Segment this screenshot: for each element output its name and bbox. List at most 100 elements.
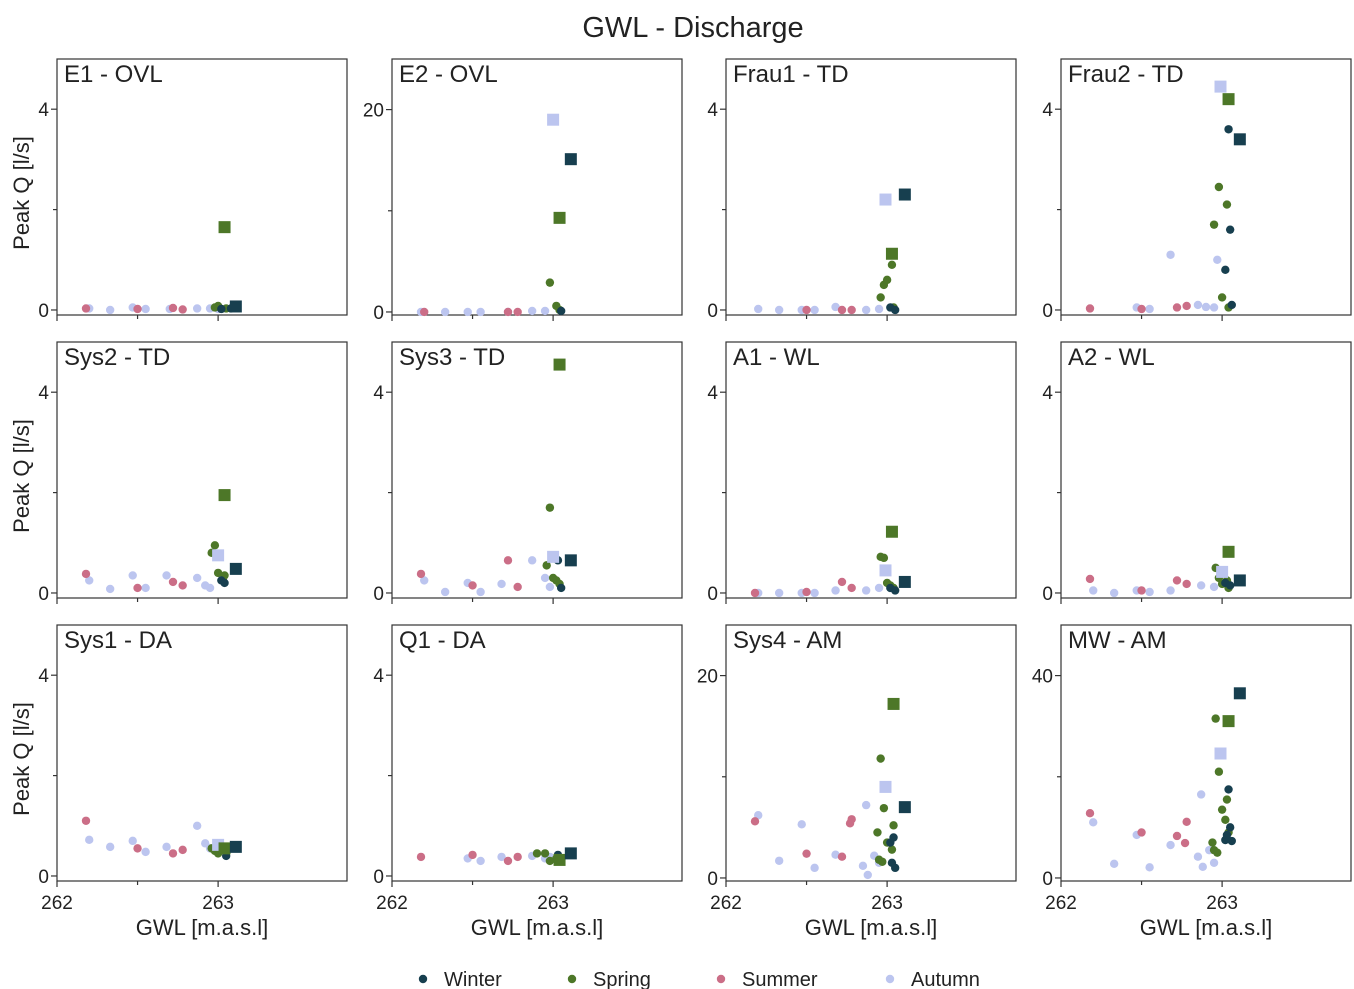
point-autumn <box>874 583 884 593</box>
point-autumn <box>1193 852 1203 861</box>
point-spring <box>876 754 885 763</box>
y-tick-label: 4 <box>707 383 718 404</box>
point-autumn <box>1109 588 1119 598</box>
y-tick-label: 0 <box>707 301 718 322</box>
point-summer <box>802 305 811 315</box>
panel-frau1-td: 0 4 Frau1 - TD <box>707 58 1017 322</box>
point-summer <box>81 304 91 313</box>
point-summer <box>468 581 477 590</box>
point-autumn <box>540 573 550 583</box>
point-square-autumn <box>547 550 560 563</box>
point-square-winter <box>564 153 577 166</box>
point-autumn <box>1209 303 1219 312</box>
point-square-spring <box>218 489 231 502</box>
point-autumn <box>874 304 884 314</box>
legend-item-summer: Summer <box>716 969 818 989</box>
point-autumn <box>141 847 150 857</box>
point-summer <box>1085 574 1095 584</box>
point-autumn <box>527 556 537 565</box>
point-summer <box>847 583 856 593</box>
point-summer <box>837 577 847 587</box>
panel-q1-da: 0 4 262 263 Q1 - DA GWL [m.a.s.l] <box>373 624 683 940</box>
point-spring <box>879 553 889 563</box>
y-tick-label: 0 <box>373 867 384 888</box>
point-autumn <box>205 583 215 593</box>
point-square-autumn <box>1214 80 1227 93</box>
plot-frame <box>725 341 1017 599</box>
y-tick-label: 4 <box>707 100 718 121</box>
point-summer <box>81 816 91 825</box>
panel-title: Q1 - DA <box>399 627 486 654</box>
point-summer <box>178 845 187 855</box>
panel-grid: 0 4 E1 - OVL Peak Q [l/s] 0 20 E2 - OVL 0 4 Frau1… <box>9 58 1352 940</box>
plot-frame <box>391 624 683 882</box>
point-autumn <box>440 587 450 597</box>
point-autumn <box>1166 250 1175 259</box>
point-autumn <box>128 571 137 580</box>
y-tick-label: 0 <box>1042 584 1053 605</box>
y-tick-label: 0 <box>38 301 49 322</box>
point-autumn <box>831 302 840 312</box>
point-autumn <box>162 571 171 580</box>
y-tick-label: 0 <box>707 584 718 605</box>
point-summer <box>837 852 847 861</box>
point-autumn <box>1089 818 1098 827</box>
point-autumn <box>85 835 94 845</box>
panel-title: Sys2 - TD <box>64 344 170 371</box>
point-square-autumn <box>212 549 225 562</box>
point-autumn <box>420 576 429 585</box>
point-summer <box>1180 838 1190 848</box>
point-summer <box>802 849 811 858</box>
point-spring <box>210 541 220 550</box>
point-autumn <box>797 820 806 829</box>
panel-sys4-am: 0 20 262 263 Sys4 - AM GWL [m.a.s.l] <box>697 624 1017 940</box>
point-summer <box>513 582 522 592</box>
point-summer <box>168 849 178 858</box>
x-tick-label: 263 <box>537 893 569 914</box>
point-autumn <box>1201 302 1211 312</box>
point-autumn <box>831 586 840 595</box>
point-square-spring <box>553 211 566 224</box>
point-autumn <box>527 306 537 316</box>
point-autumn <box>105 305 115 315</box>
point-winter <box>887 858 897 867</box>
point-summer <box>750 588 760 598</box>
point-summer <box>847 305 856 315</box>
point-summer <box>1172 303 1182 312</box>
point-autumn <box>105 842 115 852</box>
y-tick-label: 20 <box>697 667 718 688</box>
panel-title: E1 - OVL <box>64 61 163 88</box>
point-square-winter <box>229 300 242 313</box>
point-winter <box>556 306 566 316</box>
point-autumn <box>831 850 840 859</box>
point-autumn <box>1209 582 1219 592</box>
point-winter <box>1225 581 1235 590</box>
point-summer <box>1137 586 1146 595</box>
panel-title: Frau1 - TD <box>733 61 849 88</box>
point-spring <box>879 803 889 813</box>
panel-sys3-td: 0 4 Sys3 - TD <box>373 341 683 605</box>
x-axis-label: GWL [m.a.s.l] <box>1140 915 1272 940</box>
panel-a1-wl: 0 4 A1 - WL <box>707 341 1017 605</box>
point-summer <box>416 569 426 579</box>
point-spring <box>1208 838 1217 847</box>
plot-frame <box>725 58 1017 316</box>
y-tick-label: 0 <box>38 584 49 605</box>
point-summer <box>468 850 477 860</box>
point-square-spring <box>885 247 898 260</box>
point-spring <box>1214 182 1224 192</box>
point-spring <box>545 278 555 287</box>
plot-frame <box>391 58 683 316</box>
point-autumn <box>1196 790 1206 799</box>
y-tick-label: 0 <box>373 303 384 324</box>
point-autumn <box>1213 255 1222 264</box>
point-spring <box>878 857 887 866</box>
panel-title: MW - AM <box>1068 627 1167 654</box>
panel-sys1-da: 0 4 262 263 Sys1 - DA Peak Q [l/s] GWL [m.a.s.… <box>9 624 348 940</box>
point-autumn <box>774 588 784 598</box>
point-square-winter <box>898 575 911 588</box>
legend: Winter Spring Summer Autumn <box>418 969 980 989</box>
point-spring <box>542 561 551 570</box>
point-summer <box>1182 817 1191 827</box>
point-autumn <box>192 304 202 313</box>
